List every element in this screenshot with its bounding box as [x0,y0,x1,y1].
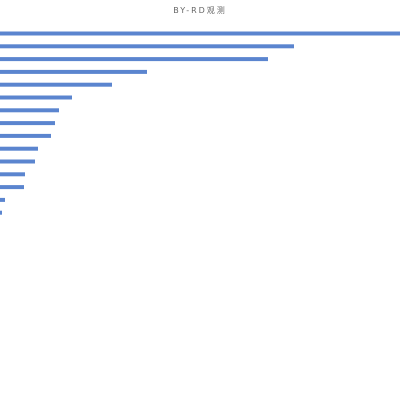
bar-12 [0,172,25,177]
bar-14 [0,197,5,202]
bar-6 [0,95,72,100]
bar-7 [0,108,59,113]
bar-1 [0,31,400,36]
bar-5 [0,82,112,87]
bar-4 [0,69,147,74]
bar-2 [0,44,294,49]
bar-3 [0,57,268,62]
bar-11 [0,159,35,164]
bar-8 [0,121,55,126]
bar-10 [0,146,38,151]
bar-15 [0,210,2,215]
chart-subtitle: BY-RD观测 [173,6,227,15]
bar-9 [0,133,51,138]
bar-13 [0,185,24,190]
